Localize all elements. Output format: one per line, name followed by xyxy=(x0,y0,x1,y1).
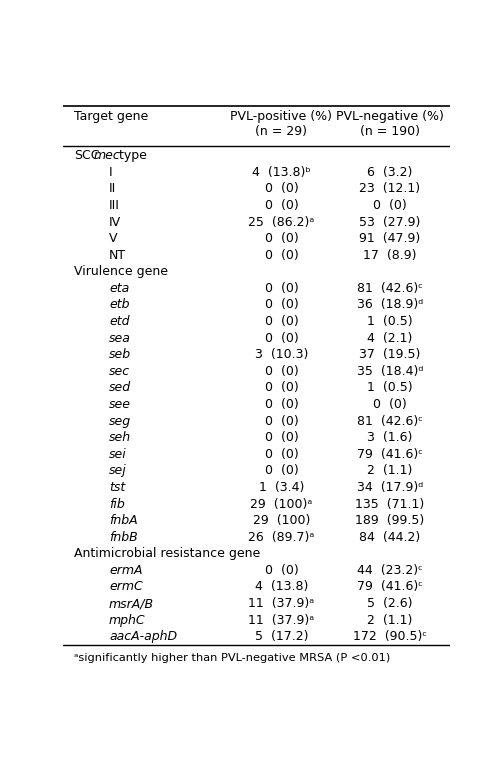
Text: aacA-aphD: aacA-aphD xyxy=(109,630,177,643)
Text: IV: IV xyxy=(109,215,121,229)
Text: 172  (90.5)ᶜ: 172 (90.5)ᶜ xyxy=(353,630,427,643)
Text: (n = 29): (n = 29) xyxy=(256,126,308,138)
Text: III: III xyxy=(109,199,120,212)
Text: eta: eta xyxy=(109,282,129,294)
Text: seb: seb xyxy=(109,348,131,361)
Text: 2  (1.1): 2 (1.1) xyxy=(367,464,412,477)
Text: 1  (0.5): 1 (0.5) xyxy=(367,381,413,394)
Text: sec: sec xyxy=(109,365,130,378)
Text: sei: sei xyxy=(109,448,127,461)
Text: PVL-positive (%): PVL-positive (%) xyxy=(230,110,332,123)
Text: SCC: SCC xyxy=(74,149,100,162)
Text: etb: etb xyxy=(109,298,130,312)
Text: Antimicrobial resistance gene: Antimicrobial resistance gene xyxy=(74,547,260,560)
Text: 0  (0): 0 (0) xyxy=(264,398,298,411)
Text: 3  (1.6): 3 (1.6) xyxy=(367,431,412,444)
Text: 53  (27.9): 53 (27.9) xyxy=(359,215,420,229)
Text: 11  (37.9)ᵃ: 11 (37.9)ᵃ xyxy=(248,597,314,610)
Text: 4  (2.1): 4 (2.1) xyxy=(367,332,412,345)
Text: 36  (18.9)ᵈ: 36 (18.9)ᵈ xyxy=(357,298,423,312)
Text: 0  (0): 0 (0) xyxy=(264,182,298,195)
Text: 5  (2.6): 5 (2.6) xyxy=(367,597,412,610)
Text: fnbB: fnbB xyxy=(109,531,138,544)
Text: 135  (71.1): 135 (71.1) xyxy=(356,498,424,511)
Text: 0  (0): 0 (0) xyxy=(264,232,298,245)
Text: type: type xyxy=(114,149,146,162)
Text: 0  (0): 0 (0) xyxy=(264,448,298,461)
Text: 44  (23.2)ᶜ: 44 (23.2)ᶜ xyxy=(357,564,423,577)
Text: 29  (100): 29 (100) xyxy=(253,514,310,527)
Text: tst: tst xyxy=(109,481,125,494)
Text: etd: etd xyxy=(109,315,130,328)
Text: 0  (0): 0 (0) xyxy=(264,564,298,577)
Text: 29  (100)ᵃ: 29 (100)ᵃ xyxy=(250,498,312,511)
Text: I: I xyxy=(109,166,112,179)
Text: 5  (17.2): 5 (17.2) xyxy=(254,630,308,643)
Text: ermC: ermC xyxy=(109,580,143,594)
Text: V: V xyxy=(109,232,118,245)
Text: msrA/B: msrA/B xyxy=(109,597,154,610)
Text: 0  (0): 0 (0) xyxy=(264,381,298,394)
Text: 0  (0): 0 (0) xyxy=(264,249,298,262)
Text: 1  (3.4): 1 (3.4) xyxy=(259,481,304,494)
Text: 1  (0.5): 1 (0.5) xyxy=(367,315,413,328)
Text: 35  (18.4)ᵈ: 35 (18.4)ᵈ xyxy=(357,365,423,378)
Text: 0  (0): 0 (0) xyxy=(264,464,298,477)
Text: PVL-negative (%): PVL-negative (%) xyxy=(336,110,444,123)
Text: II: II xyxy=(109,182,116,195)
Text: 0  (0): 0 (0) xyxy=(264,282,298,294)
Text: 81  (42.6)ᶜ: 81 (42.6)ᶜ xyxy=(357,415,423,428)
Text: 0  (0): 0 (0) xyxy=(264,431,298,444)
Text: 0  (0): 0 (0) xyxy=(264,199,298,212)
Text: 25  (86.2)ᵃ: 25 (86.2)ᵃ xyxy=(248,215,314,229)
Text: 81  (42.6)ᶜ: 81 (42.6)ᶜ xyxy=(357,282,423,294)
Text: 34  (17.9)ᵈ: 34 (17.9)ᵈ xyxy=(357,481,423,494)
Text: 91  (47.9): 91 (47.9) xyxy=(360,232,420,245)
Text: sea: sea xyxy=(109,332,131,345)
Text: 23  (12.1): 23 (12.1) xyxy=(360,182,420,195)
Text: mphC: mphC xyxy=(109,614,146,627)
Text: sed: sed xyxy=(109,381,131,394)
Text: 0  (0): 0 (0) xyxy=(264,365,298,378)
Text: NT: NT xyxy=(109,249,126,262)
Text: 79  (41.6)ᶜ: 79 (41.6)ᶜ xyxy=(357,448,423,461)
Text: Target gene: Target gene xyxy=(74,110,148,123)
Text: ᵃsignificantly higher than PVL-negative MRSA (P <0.01): ᵃsignificantly higher than PVL-negative … xyxy=(74,653,390,663)
Text: mec: mec xyxy=(94,149,120,162)
Text: 0  (0): 0 (0) xyxy=(264,332,298,345)
Text: seh: seh xyxy=(109,431,131,444)
Text: 37  (19.5): 37 (19.5) xyxy=(359,348,420,361)
Text: see: see xyxy=(109,398,131,411)
Text: 0  (0): 0 (0) xyxy=(373,199,407,212)
Text: fib: fib xyxy=(109,498,125,511)
Text: 0  (0): 0 (0) xyxy=(373,398,407,411)
Text: 17  (8.9): 17 (8.9) xyxy=(363,249,416,262)
Text: sej: sej xyxy=(109,464,127,477)
Text: 26  (89.7)ᵃ: 26 (89.7)ᵃ xyxy=(248,531,314,544)
Text: 3  (10.3): 3 (10.3) xyxy=(255,348,308,361)
Text: Virulence gene: Virulence gene xyxy=(74,265,168,278)
Text: 4  (13.8): 4 (13.8) xyxy=(255,580,308,594)
Text: 0  (0): 0 (0) xyxy=(264,315,298,328)
Text: 6  (3.2): 6 (3.2) xyxy=(367,166,412,179)
Text: 0  (0): 0 (0) xyxy=(264,415,298,428)
Text: 84  (44.2): 84 (44.2) xyxy=(360,531,420,544)
Text: (n = 190): (n = 190) xyxy=(360,126,420,138)
Text: ermA: ermA xyxy=(109,564,142,577)
Text: 4  (13.8)ᵇ: 4 (13.8)ᵇ xyxy=(252,166,311,179)
Text: seg: seg xyxy=(109,415,131,428)
Text: 189  (99.5): 189 (99.5) xyxy=(356,514,424,527)
Text: 11  (37.9)ᵃ: 11 (37.9)ᵃ xyxy=(248,614,314,627)
Text: 2  (1.1): 2 (1.1) xyxy=(367,614,412,627)
Text: fnbA: fnbA xyxy=(109,514,138,527)
Text: 0  (0): 0 (0) xyxy=(264,298,298,312)
Text: 79  (41.6)ᶜ: 79 (41.6)ᶜ xyxy=(357,580,423,594)
